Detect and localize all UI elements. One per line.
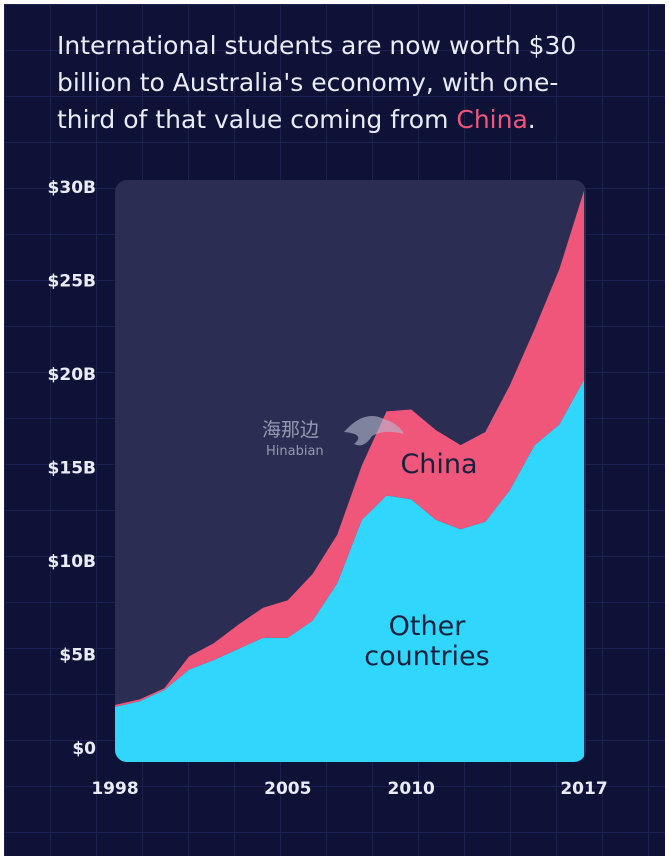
title-end: . <box>528 105 536 134</box>
chart-title: billion to Australia's economy, with one… <box>57 68 558 97</box>
chart-title: International students are now worth $30 <box>57 31 576 60</box>
series-label: China <box>400 449 478 480</box>
x-tick-label: 1998 <box>91 779 138 799</box>
y-tick-label: $15B <box>48 459 96 479</box>
y-tick-label: $0 <box>72 739 96 759</box>
chart: International students are now worth $30… <box>48 31 608 799</box>
watermark: 海那边 <box>262 419 319 441</box>
x-tick-label: 2005 <box>264 779 311 799</box>
x-tick-label: 2010 <box>388 779 435 799</box>
y-tick-label: $10B <box>48 552 96 572</box>
plot-area <box>115 190 584 762</box>
y-tick-label: $25B <box>48 272 96 292</box>
area <box>115 379 584 762</box>
watermark-logo <box>344 415 404 446</box>
y-tick-label: $5B <box>59 646 96 666</box>
watermark: Hinabian <box>266 444 324 459</box>
chart-title: third of that value coming from China. <box>57 105 536 134</box>
series-label: Other countries <box>364 611 490 672</box>
y-tick-label: $20B <box>48 365 96 385</box>
y-tick-label: $30B <box>48 178 96 198</box>
x-tick-label: 2017 <box>560 779 607 799</box>
infographic: International students are now worth $30… <box>4 4 665 856</box>
title-highlight: China <box>456 105 527 134</box>
area <box>115 190 584 707</box>
